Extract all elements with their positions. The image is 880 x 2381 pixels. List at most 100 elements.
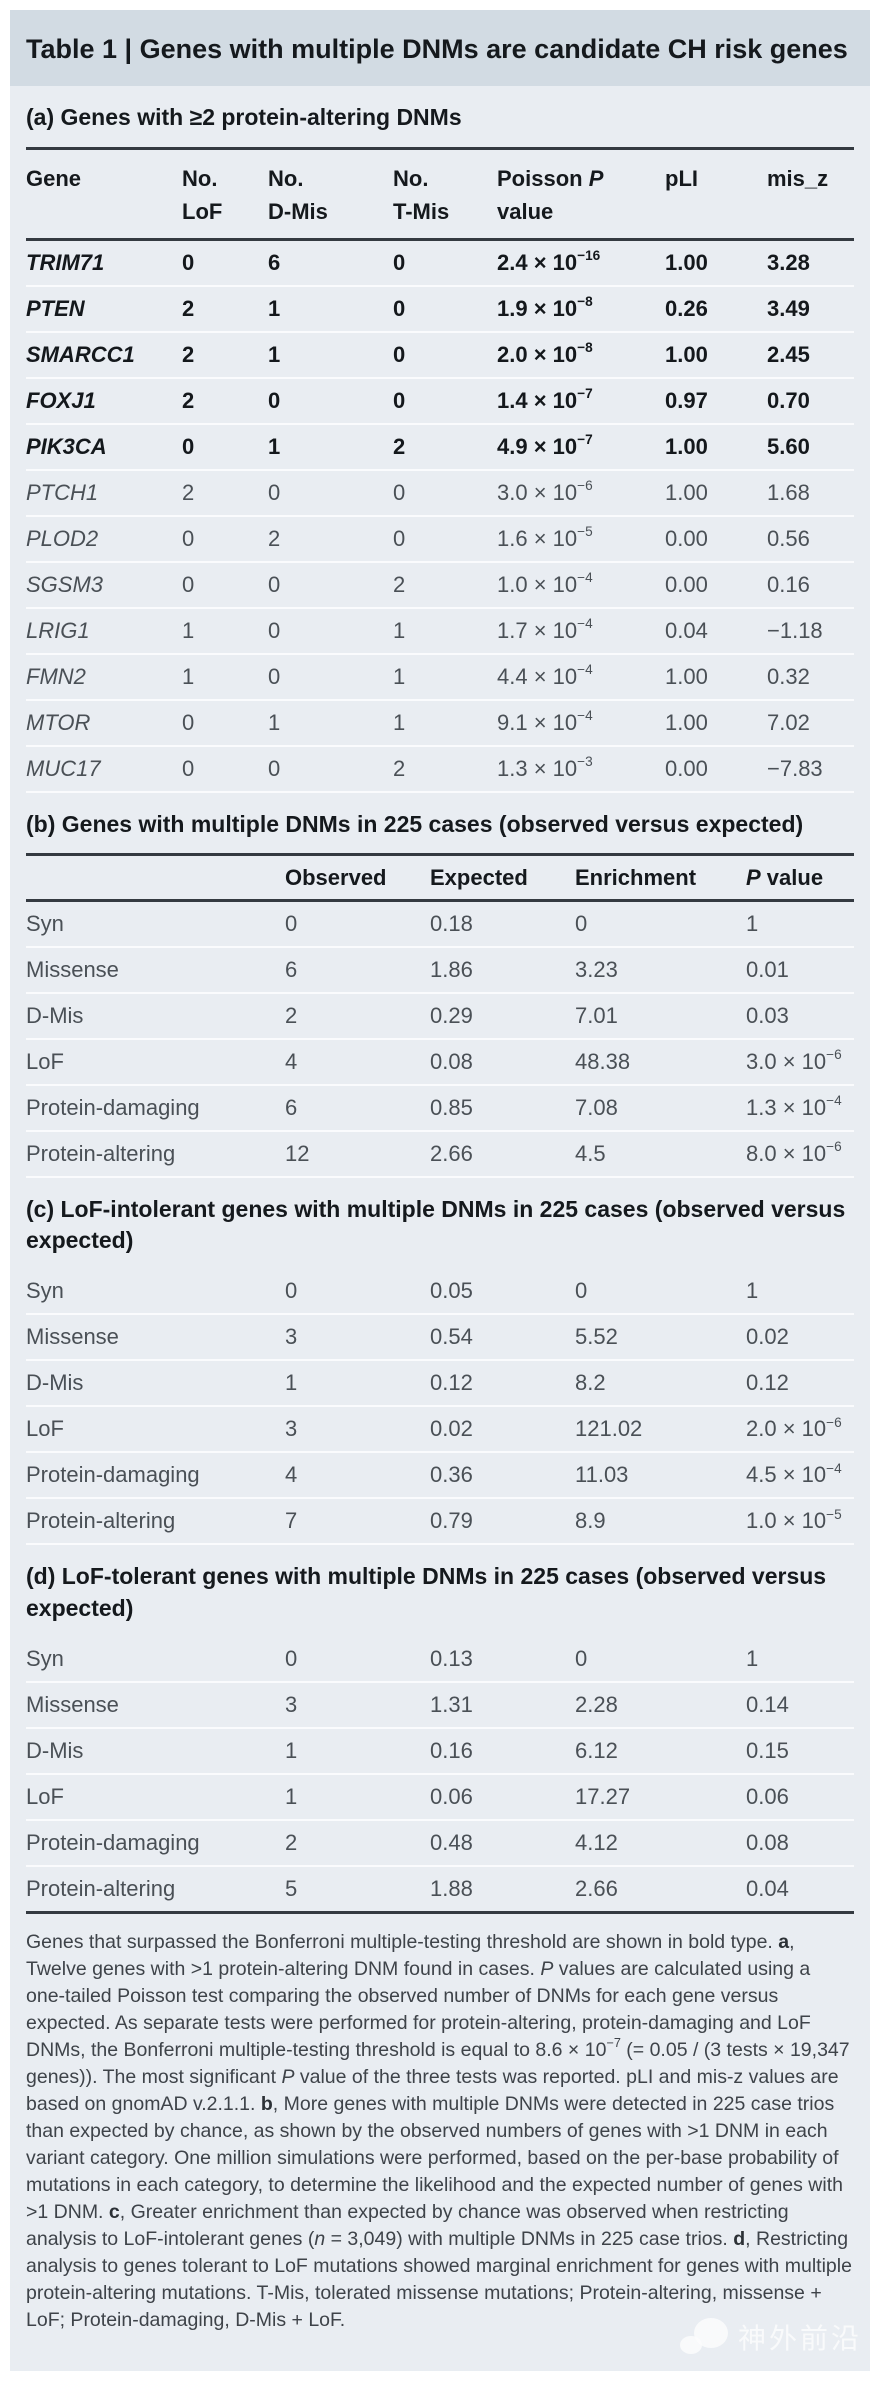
enrichment-cell: 8.9	[575, 1508, 606, 1534]
observed-cell: 6	[285, 1094, 298, 1120]
category-cell: Protein-altering	[26, 1508, 176, 1534]
pvalue-cell: 1.9 × 10−8	[497, 294, 593, 321]
pli-cell: 1.00	[665, 249, 708, 275]
col-header-pvalue: P value	[746, 864, 824, 890]
pvalue-cell: 0.02	[746, 1324, 789, 1350]
pvalue-exponent: −16	[577, 248, 601, 264]
pvalue-exponent: −7	[577, 432, 593, 448]
misz-cell: −1.18	[767, 617, 823, 643]
pvalue-cell: 0.03	[746, 1002, 789, 1028]
dmis-cell: 1	[268, 709, 281, 735]
category-cell: LoF	[26, 1783, 64, 1809]
pvalue-exponent: −4	[577, 570, 593, 586]
dmis-cell: 0	[268, 663, 281, 689]
category-cell: Protein-damaging	[26, 1462, 200, 1488]
pvalue-exponent: −3	[577, 754, 593, 770]
lof-cell: 0	[182, 249, 195, 275]
col-header-expected: Expected	[430, 864, 528, 890]
observed-cell: 0	[285, 1278, 298, 1304]
pli-cell: 0.04	[665, 617, 708, 643]
category-cell: Protein-damaging	[26, 1094, 200, 1120]
pvalue-cell: 0.08	[746, 1829, 789, 1855]
table-row: Protein-damaging 2 0.48 4.12 0.08	[26, 1821, 854, 1867]
observed-cell: 3	[285, 1324, 298, 1350]
pvalue-cell: 0.06	[746, 1783, 789, 1809]
pvalue-cell: 1.7 × 10−4	[497, 616, 593, 643]
misz-cell: 5.60	[767, 433, 810, 459]
tmis-cell: 0	[393, 295, 406, 321]
misz-cell: −7.83	[767, 755, 823, 781]
col-header-misz: mis_z	[767, 165, 829, 191]
misz-cell: 0.70	[767, 387, 810, 413]
misz-cell: 0.56	[767, 525, 810, 551]
misz-cell: 1.68	[767, 479, 810, 505]
table-row: LoF 4 0.08 48.38 3.0 × 10−6	[26, 1040, 854, 1086]
section-b-heading: (b) Genes with multiple DNMs in 225 case…	[26, 810, 804, 837]
observed-cell: 1	[285, 1737, 298, 1763]
pvalue-exponent: −6	[826, 1047, 842, 1063]
pvalue-exponent: −8	[577, 340, 593, 356]
dmis-cell: 0	[268, 387, 281, 413]
tmis-cell: 1	[393, 617, 406, 643]
expected-cell: 0.02	[430, 1416, 473, 1442]
section-c-heading: (c) LoF-intolerant genes with multiple D…	[26, 1195, 846, 1254]
observed-cell: 3	[285, 1691, 298, 1717]
pvalue-exponent: −7	[577, 386, 593, 402]
col-header-gene: Gene	[26, 165, 82, 191]
table-row: MUC17 0 0 2 1.3 × 10−3 0.00 −7.83	[26, 747, 854, 793]
table-row: LoF 1 0.06 17.27 0.06	[26, 1775, 854, 1821]
dmis-cell: 0	[268, 571, 281, 597]
exponent: −7	[606, 2036, 621, 2051]
table-row: Syn 0 0.05 0 1	[26, 1269, 854, 1316]
observed-cell: 0	[285, 910, 298, 936]
enrichment-cell: 5.52	[575, 1324, 618, 1350]
category-cell: Syn	[26, 1278, 64, 1304]
divider	[26, 1910, 854, 1914]
gene-cell: FOXJ1	[26, 387, 96, 413]
tmis-cell: 0	[393, 387, 406, 413]
pvalue-cell: 3.0 × 10−6	[746, 1047, 842, 1074]
enrichment-cell: 2.66	[575, 1875, 618, 1901]
divider	[26, 898, 854, 902]
table-title: Table 1 | Genes with multiple DNMs are c…	[10, 10, 870, 87]
observed-cell: 1	[285, 1370, 298, 1396]
section-a-heading: (a) Genes with ≥2 protein-altering DNMs	[26, 104, 462, 131]
table-row: Missense 3 0.54 5.52 0.02	[26, 1315, 854, 1362]
lof-cell: 1	[182, 663, 195, 689]
pvalue-cell: 0.14	[746, 1691, 789, 1717]
lof-cell: 0	[182, 433, 195, 459]
pvalue-exponent: −5	[577, 524, 593, 540]
pvalue-cell: 8.0 × 10−6	[746, 1139, 842, 1166]
table-row: D-Mis 1 0.16 6.12 0.15	[26, 1729, 854, 1775]
expected-cell: 1.88	[430, 1875, 473, 1901]
misz-cell: 7.02	[767, 709, 810, 735]
table-row: Protein-altering 5 1.88 2.66 0.04	[26, 1867, 854, 1911]
pli-cell: 0.97	[665, 387, 708, 413]
gene-cell: PTCH1	[26, 479, 99, 505]
category-cell: Missense	[26, 956, 119, 982]
pvalue-exponent: −4	[826, 1093, 842, 1109]
table-row: PTEN 2 1 0 1.9 × 10−8 0.26 3.49	[26, 287, 854, 333]
gene-cell: LRIG1	[26, 617, 90, 643]
gene-cell: PIK3CA	[26, 433, 107, 459]
gene-cell: TRIM71	[26, 249, 105, 275]
dmis-cell: 0	[268, 479, 281, 505]
expected-cell: 0.29	[430, 1002, 473, 1028]
table-row: LRIG1 1 0 1 1.7 × 10−4 0.04 −1.18	[26, 609, 854, 655]
pvalue-cell: 4.9 × 10−7	[497, 432, 593, 459]
table-row: PLOD2 0 2 0 1.6 × 10−5 0.00 0.56	[26, 517, 854, 563]
expected-cell: 0.54	[430, 1324, 473, 1350]
observed-cell: 0	[285, 1645, 298, 1671]
enrichment-cell: 4.12	[575, 1829, 618, 1855]
pli-cell: 0.00	[665, 525, 708, 551]
category-cell: D-Mis	[26, 1737, 84, 1763]
lof-cell: 0	[182, 755, 195, 781]
pli-cell: 0.00	[665, 571, 708, 597]
expected-cell: 0.18	[430, 910, 473, 936]
enrichment-cell: 7.01	[575, 1002, 618, 1028]
observed-cell: 3	[285, 1416, 298, 1442]
table-row: TRIM71 0 6 0 2.4 × 10−16 1.00 3.28	[26, 241, 854, 287]
pvalue-exponent: −4	[826, 1460, 842, 1476]
expected-cell: 0.16	[430, 1737, 473, 1763]
